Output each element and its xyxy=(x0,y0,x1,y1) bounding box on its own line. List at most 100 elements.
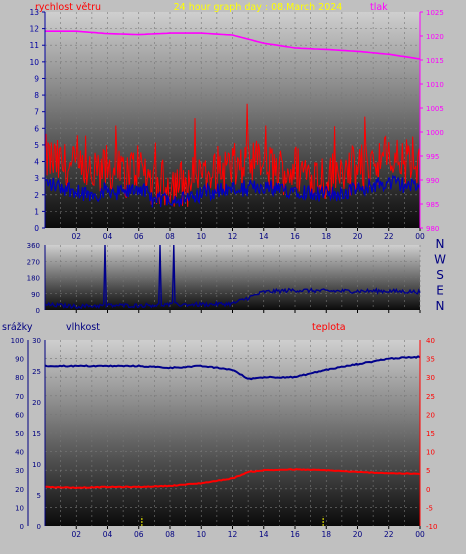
wind-gust-line xyxy=(44,103,421,207)
temperature-tick-label: 25 xyxy=(426,393,435,401)
temperature-tick-label: 15 xyxy=(426,430,435,438)
pressure-tick-label: 1020 xyxy=(426,33,444,41)
rain-tick-label: 50 xyxy=(15,430,24,438)
direction-tick-label: 360 xyxy=(27,242,40,250)
wind-tick-label: 10 xyxy=(29,58,39,67)
wind-tick-label: 7 xyxy=(34,108,39,117)
temperature-tick-label: 20 xyxy=(426,411,435,419)
x-tick-label: 16 xyxy=(290,530,300,539)
humidity-line xyxy=(44,355,421,381)
pressure-tick-label: 1015 xyxy=(426,57,444,65)
x-tick-label: 12 xyxy=(228,232,238,241)
x-tick-label: 22 xyxy=(384,232,394,241)
compass-label: E xyxy=(436,284,444,298)
chart-title: 24 hour graph day : 08.March 2024 xyxy=(174,2,343,13)
pressure-tick-label: 1025 xyxy=(426,9,444,17)
x-tick-label: 10 xyxy=(196,530,206,539)
x-tick-label: 08 xyxy=(165,232,175,241)
rain-tick-label: 60 xyxy=(15,411,24,419)
x-tick-label: 06 xyxy=(134,530,144,539)
humidity-tick-label: 20 xyxy=(32,399,41,407)
x-tick-label: 04 xyxy=(103,530,113,539)
x-tick-label: 20 xyxy=(353,530,363,539)
humidity-tick-label: 15 xyxy=(32,430,41,438)
x-tick-label: 00 xyxy=(415,530,425,539)
wind-tick-label: 13 xyxy=(29,8,39,17)
x-tick-label: 02 xyxy=(71,530,81,539)
pressure-tick-label: 995 xyxy=(426,153,439,161)
temperature-tick-label: 35 xyxy=(426,356,435,364)
temperature-tick-label: 5 xyxy=(426,467,430,475)
pressure-tick-label: 1000 xyxy=(426,129,444,137)
wind-tick-label: 1 xyxy=(34,207,39,216)
x-tick-label: 04 xyxy=(103,232,113,241)
direction-tick-label: 180 xyxy=(27,275,40,283)
wind-tick-label: 6 xyxy=(34,124,39,133)
wind-tick-label: 0 xyxy=(34,224,39,233)
panel-wind-background xyxy=(45,12,420,228)
temperature-tick-label: -10 xyxy=(426,523,437,531)
wind-tick-label: 3 xyxy=(34,174,39,183)
wind-tick-label: 11 xyxy=(29,41,39,50)
compass-label: S xyxy=(436,268,444,282)
x-tick-label: 02 xyxy=(71,232,81,241)
humidity-tick-label: 10 xyxy=(32,461,41,469)
x-tick-label: 18 xyxy=(321,232,331,241)
direction-tick-label: 270 xyxy=(27,258,40,266)
x-tick-label: 20 xyxy=(353,232,363,241)
x-tick-label: 08 xyxy=(165,530,175,539)
temperature-tick-label: -5 xyxy=(426,504,433,512)
wind-tick-label: 4 xyxy=(34,158,39,167)
humidity-tick-label: 0 xyxy=(37,523,41,531)
wind-tick-label: 5 xyxy=(34,141,39,150)
compass-label: W xyxy=(434,253,446,267)
temperature-tick-label: 0 xyxy=(426,486,430,494)
x-tick-label: 16 xyxy=(290,232,300,241)
x-tick-label: 10 xyxy=(196,232,206,241)
humidity-tick-label: 30 xyxy=(32,337,41,345)
x-tick-label: 14 xyxy=(259,530,269,539)
rain-tick-label: 0 xyxy=(20,523,24,531)
x-tick-label: 00 xyxy=(415,232,425,241)
temperature-label: teplota xyxy=(312,322,346,333)
wind-average-line xyxy=(44,174,421,208)
pressure-tick-label: 985 xyxy=(426,201,439,209)
wind-tick-label: 9 xyxy=(34,74,39,83)
rain-tick-label: 90 xyxy=(15,356,24,364)
humidity-tick-label: 5 xyxy=(37,492,41,500)
pressure-tick-label: 1010 xyxy=(426,81,444,89)
x-tick-label: 06 xyxy=(134,232,144,241)
wind-tick-label: 12 xyxy=(29,25,39,34)
wind-tick-label: 2 xyxy=(34,191,39,200)
pressure-line xyxy=(45,30,421,60)
humidity-tick-label: 25 xyxy=(32,368,41,376)
rain-tick-label: 70 xyxy=(15,393,24,401)
temperature-tick-label: 40 xyxy=(426,337,435,345)
rain-tick-label: 30 xyxy=(15,467,24,475)
pressure-tick-label: 1005 xyxy=(426,105,444,113)
x-tick-label: 12 xyxy=(228,530,238,539)
x-tick-label: 18 xyxy=(321,530,331,539)
wind-direction-line xyxy=(44,244,421,310)
pressure-tick-label: 990 xyxy=(426,177,439,185)
rain-tick-label: 20 xyxy=(15,486,24,494)
rain-tick-label: 10 xyxy=(15,504,24,512)
temperature-line xyxy=(44,468,421,490)
compass-label: N xyxy=(436,299,445,313)
rain-tick-label: 40 xyxy=(15,449,24,457)
pressure-tick-label: 980 xyxy=(426,225,439,233)
temperature-tick-label: 30 xyxy=(426,374,435,382)
rain-tick-label: 100 xyxy=(11,337,24,345)
wind-speed-label: rychlost větru xyxy=(35,2,101,13)
rain-label: srážky xyxy=(2,322,33,333)
temperature-tick-label: 10 xyxy=(426,449,435,457)
rain-tick-label: 80 xyxy=(15,374,24,382)
compass-label: N xyxy=(436,237,445,251)
direction-tick-label: 0 xyxy=(36,307,40,315)
humidity-label: vlhkost xyxy=(66,322,100,333)
wind-tick-label: 8 xyxy=(34,91,39,100)
direction-tick-label: 90 xyxy=(31,291,40,299)
pressure-label: tlak xyxy=(370,2,388,13)
x-tick-label: 22 xyxy=(384,530,394,539)
